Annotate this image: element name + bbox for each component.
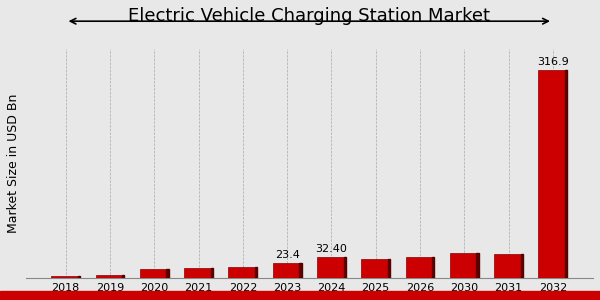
Bar: [538, 70, 567, 278]
Bar: [229, 267, 257, 278]
Bar: [51, 276, 80, 278]
Title: Electric Vehicle Charging Station Market: Electric Vehicle Charging Station Market: [128, 7, 490, 25]
Bar: [494, 254, 523, 278]
Bar: [273, 263, 302, 278]
Bar: [388, 259, 390, 278]
Bar: [432, 257, 434, 278]
Bar: [476, 253, 479, 278]
Bar: [521, 254, 523, 278]
Bar: [140, 269, 169, 278]
Bar: [166, 269, 169, 278]
Bar: [565, 70, 567, 278]
Text: 32.40: 32.40: [316, 244, 347, 254]
Bar: [450, 253, 479, 278]
Bar: [184, 268, 213, 278]
Bar: [361, 259, 390, 278]
Bar: [78, 276, 80, 278]
Bar: [255, 267, 257, 278]
Bar: [211, 268, 213, 278]
Text: 316.9: 316.9: [537, 57, 569, 67]
Text: 23.4: 23.4: [275, 250, 299, 260]
Bar: [95, 274, 124, 278]
Bar: [122, 274, 124, 278]
Bar: [317, 257, 346, 278]
Bar: [299, 263, 302, 278]
Bar: [344, 257, 346, 278]
Y-axis label: Market Size in USD Bn: Market Size in USD Bn: [7, 94, 20, 233]
Bar: [406, 257, 434, 278]
